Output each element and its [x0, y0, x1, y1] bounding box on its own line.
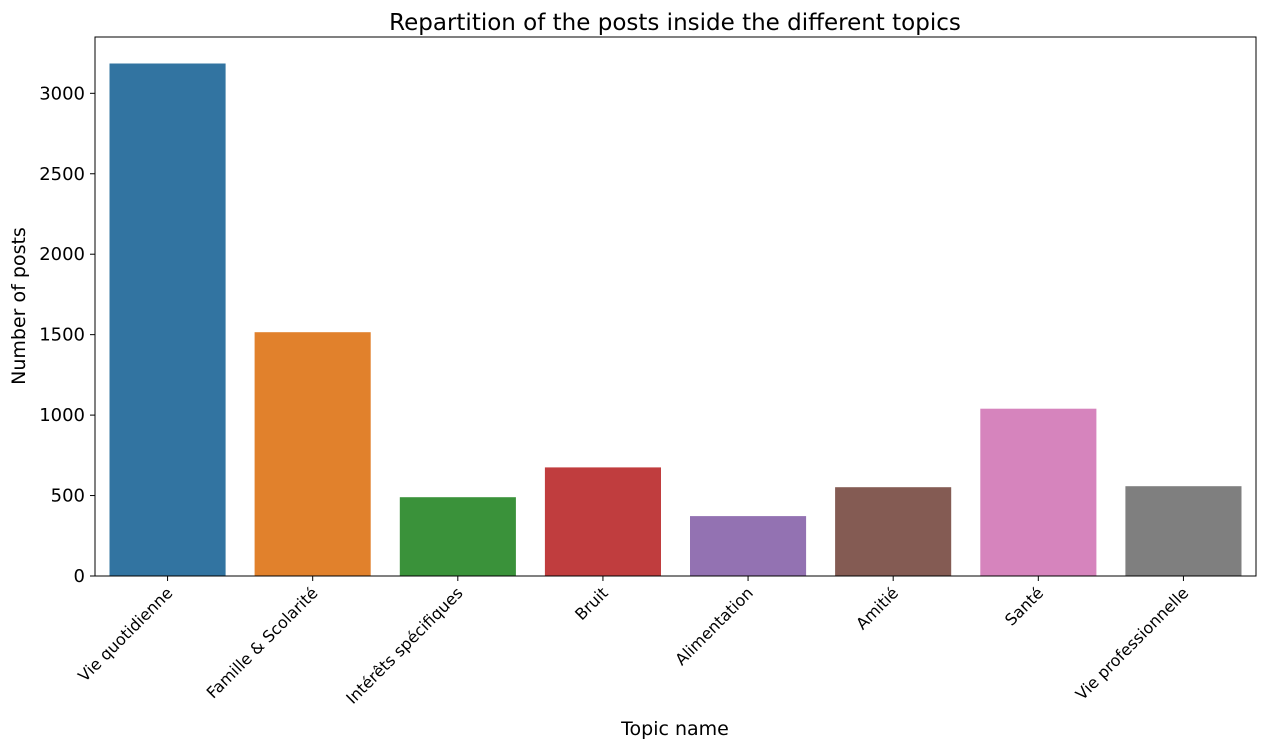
bar-7: [980, 408, 1097, 576]
y-axis-ticks: 0 500 1000 1500 2000 2500 3000: [39, 83, 95, 587]
x-axis-ticks: Vie quotidienne Famille & Scolarité Intérê…: [74, 576, 1192, 708]
bar-4: [544, 467, 661, 576]
x-tick-label: Bruit: [571, 583, 612, 624]
x-tick-label: Intérêts spécifiques: [342, 583, 466, 707]
y-tick-label: 1000: [39, 405, 85, 426]
plot-frame: [94, 36, 1257, 577]
x-tick-label: Famille & Scolarité: [203, 583, 322, 702]
bar-8: [1125, 486, 1242, 576]
y-axis-label: Number of posts: [8, 227, 30, 385]
x-tick-label: Vie quotidienne: [74, 583, 176, 685]
x-axis-label: Topic name: [620, 718, 729, 740]
bar-1: [109, 63, 226, 576]
bar-2: [254, 332, 371, 576]
y-tick-label: 2000: [39, 244, 85, 265]
x-tick-label: Vie professionnelle: [1072, 583, 1192, 703]
y-tick-label: 3000: [39, 83, 85, 104]
bars-group: [109, 63, 1242, 576]
chart-title: Repartition of the posts inside the diff…: [389, 10, 961, 36]
x-tick-label: Santé: [1001, 583, 1047, 629]
bar-6: [835, 487, 952, 576]
bar-3: [399, 497, 516, 576]
y-tick-label: 2500: [39, 164, 85, 185]
bar-5: [690, 516, 807, 576]
y-tick-label: 500: [51, 486, 85, 507]
y-tick-label: 0: [74, 566, 85, 587]
y-tick-label: 1500: [39, 325, 85, 346]
x-tick-label: Alimentation: [671, 583, 757, 669]
x-tick-label: Amitié: [852, 583, 902, 633]
